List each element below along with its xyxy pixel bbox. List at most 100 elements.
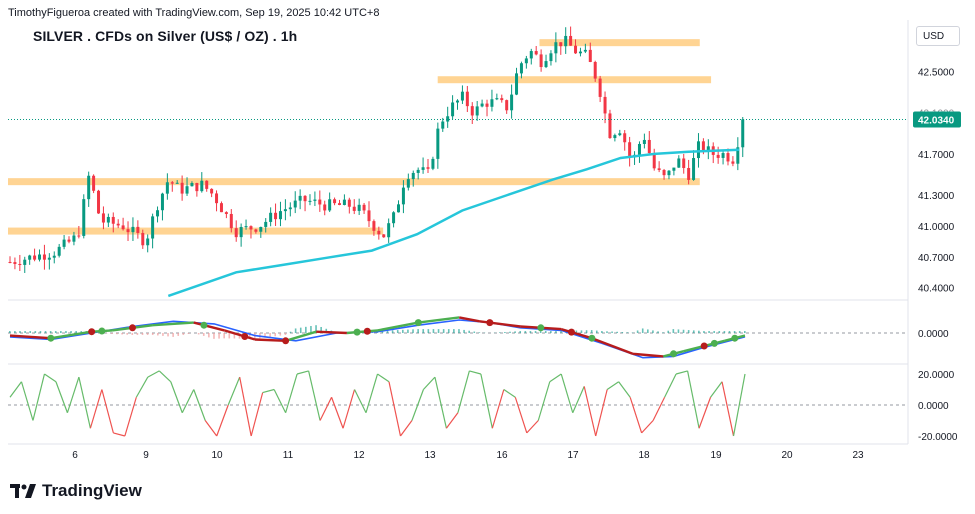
price-tick-label: 41.3000 <box>918 191 955 202</box>
osc-line-segment <box>170 381 183 413</box>
osc-line-segment <box>526 420 539 434</box>
macd-histogram-bar <box>519 331 522 333</box>
time-tick-label: 23 <box>852 450 864 461</box>
macd-histogram-bar <box>269 333 271 337</box>
time-tick-label: 9 <box>143 450 149 461</box>
macd-histogram-bar <box>667 330 670 333</box>
candle-body <box>706 146 710 151</box>
moving-average-line <box>167 148 740 298</box>
candle-body <box>362 204 366 211</box>
candle-body <box>185 186 189 194</box>
candle-body <box>352 206 356 211</box>
candle-body <box>618 133 622 136</box>
osc-line-segment <box>698 397 712 429</box>
price-tick-label: 40.7000 <box>918 253 955 264</box>
osc-line-segment <box>296 370 309 375</box>
osc-line-segment <box>710 381 723 398</box>
macd-cross-marker-bull <box>47 334 55 342</box>
macd-histogram-bar <box>264 333 266 338</box>
price-candles <box>8 26 745 273</box>
osc-line-segment <box>227 376 241 406</box>
osc-line-segment <box>422 376 436 390</box>
macd-histogram-bar <box>478 332 481 333</box>
macd-histogram-bar <box>167 333 169 337</box>
candle-body <box>377 230 381 235</box>
osc-line-segment <box>44 373 57 383</box>
macd-histogram-bar <box>738 331 741 333</box>
macd-cross-marker-bull <box>588 334 596 342</box>
macd-main-line-segment <box>9 334 51 340</box>
osc-line-segment <box>491 389 505 429</box>
osc-line-segment <box>399 420 413 437</box>
macd-histogram-bar <box>197 333 200 335</box>
candle-body <box>77 235 81 237</box>
macd-cross-marker-bull <box>710 339 718 347</box>
candle-body <box>721 153 725 158</box>
macd-histogram-bar <box>44 331 47 333</box>
macd-main-line-segment <box>458 316 480 323</box>
candle-body <box>416 169 420 173</box>
candle-body <box>8 261 12 263</box>
tradingview-logo-icon <box>10 484 36 498</box>
osc-tick-label: -20.0000 <box>918 432 958 443</box>
macd-cross-marker-bull <box>670 350 678 358</box>
candle-body <box>637 143 641 155</box>
osc-line-segment <box>377 373 390 383</box>
macd-histogram-bar <box>432 329 435 333</box>
candle-body <box>436 128 440 159</box>
candle-body <box>13 262 17 265</box>
candle-body <box>628 142 632 158</box>
macd-pane: 0.0000 <box>8 316 949 359</box>
macd-histogram-bar <box>417 329 419 333</box>
time-tick-label: 13 <box>424 450 436 461</box>
macd-cross-marker-bull <box>200 321 208 329</box>
candle-body <box>701 141 705 151</box>
time-axis[interactable]: 6 9 10 11 12 13 16 17 18 19 20 23 <box>72 450 864 461</box>
time-tick-label: 10 <box>211 450 223 461</box>
macd-histogram-bar <box>575 330 578 333</box>
candle-body <box>539 54 543 68</box>
macd-histogram-bar <box>437 329 440 333</box>
candle-body <box>249 226 253 230</box>
osc-tick-label: 0.0000 <box>918 401 949 412</box>
macd-histogram-bar <box>606 331 608 333</box>
macd-histogram-bar <box>9 331 11 333</box>
macd-histogram-bar <box>29 331 32 333</box>
macd-histogram-bar <box>75 331 77 333</box>
candle-body <box>357 204 361 211</box>
macd-tick-label: 0.0000 <box>918 329 949 340</box>
candle-body <box>274 212 278 220</box>
osc-line-segment <box>732 373 746 437</box>
osc-line-segment <box>181 389 195 414</box>
macd-cross-marker-bear <box>363 327 371 335</box>
candle-body <box>672 167 676 171</box>
candle-body <box>554 42 558 54</box>
candle-body <box>298 195 302 201</box>
macd-histogram-bar <box>284 333 287 335</box>
osc-line-segment <box>239 376 252 437</box>
macd-histogram-bar <box>299 327 302 333</box>
currency-button[interactable]: USD <box>916 26 960 46</box>
osc-line-segment <box>549 373 562 383</box>
candle-body <box>431 158 435 169</box>
macd-histogram-bar <box>325 328 328 333</box>
macd-histogram-bar <box>514 331 516 333</box>
candle-body <box>593 61 597 79</box>
candle-body <box>367 210 371 222</box>
macd-main-line-segment <box>254 338 286 342</box>
candle-body <box>524 58 528 64</box>
macd-main-line-segment <box>346 329 378 335</box>
price-axis[interactable]: 40.4000 40.7000 41.0000 41.3000 41.7000 42.50… <box>913 26 961 295</box>
candle-body <box>210 188 214 194</box>
macd-histogram-bar <box>248 333 251 339</box>
macd-histogram-bar <box>626 332 629 333</box>
candle-body <box>106 216 110 223</box>
macd-histogram-bar <box>126 333 128 335</box>
macd-histogram-bar <box>121 333 123 335</box>
macd-histogram-bar <box>54 331 57 333</box>
macd-histogram-bar <box>723 331 726 333</box>
candle-body <box>396 204 400 213</box>
macd-histogram-bar <box>381 330 384 333</box>
macd-histogram-bar <box>708 331 710 333</box>
